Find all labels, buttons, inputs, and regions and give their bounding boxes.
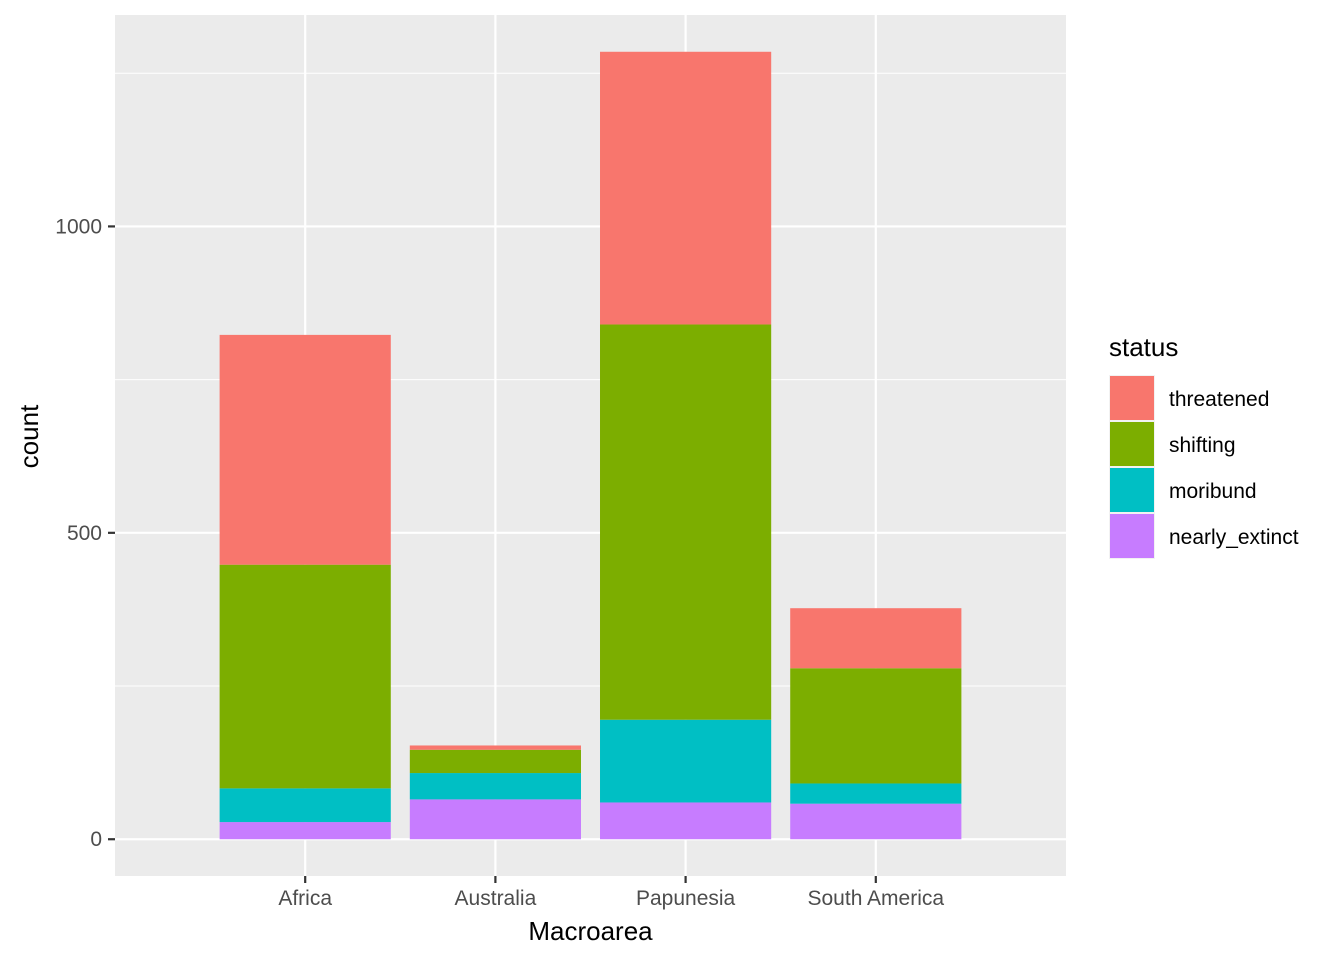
y-tick-label: 500	[67, 522, 102, 545]
bars	[219, 51, 962, 840]
x-tick-label: Africa	[278, 887, 332, 910]
bar-segment	[790, 783, 962, 804]
legend-items: threatened shifting moribund nearly_extinct	[1109, 375, 1299, 559]
x-tick-label: Papunesia	[636, 887, 736, 910]
bar-segment	[790, 803, 962, 840]
legend-swatch	[1110, 422, 1154, 466]
bar-segment	[219, 334, 391, 565]
bar-segment	[790, 608, 962, 669]
bar-segment	[600, 802, 772, 840]
legend-label: nearly_extinct	[1169, 526, 1299, 549]
legend-swatch	[1110, 376, 1154, 420]
y-axis: 0 500 1000	[55, 215, 115, 851]
legend: status threatened shifting moribund nearly_…	[1109, 332, 1299, 559]
y-tick-label: 0	[90, 828, 102, 851]
bar-segment	[600, 324, 772, 720]
bar-segment	[219, 564, 391, 789]
legend-swatch	[1110, 514, 1154, 558]
bar-segment	[600, 719, 772, 803]
x-axis-title: Macroarea	[528, 916, 653, 946]
bar-segment	[600, 51, 772, 325]
legend-title: status	[1109, 332, 1178, 362]
bar-segment	[409, 799, 581, 840]
bar-segment	[219, 788, 391, 823]
x-tick-label: Australia	[455, 887, 537, 910]
x-axis: Africa Australia Papunesia South America	[278, 876, 944, 910]
x-tick-label: South America	[808, 887, 945, 910]
legend-label: shifting	[1169, 434, 1236, 457]
legend-swatch	[1110, 468, 1154, 512]
y-axis-title: count	[14, 404, 44, 468]
bar-segment	[219, 822, 391, 840]
bar-segment	[409, 773, 581, 800]
bar-segment	[409, 749, 581, 774]
legend-label: moribund	[1169, 480, 1257, 503]
bar-segment	[790, 668, 962, 784]
y-tick-label: 1000	[55, 215, 102, 238]
legend-label: threatened	[1169, 388, 1269, 411]
bar-segment	[409, 745, 581, 750]
